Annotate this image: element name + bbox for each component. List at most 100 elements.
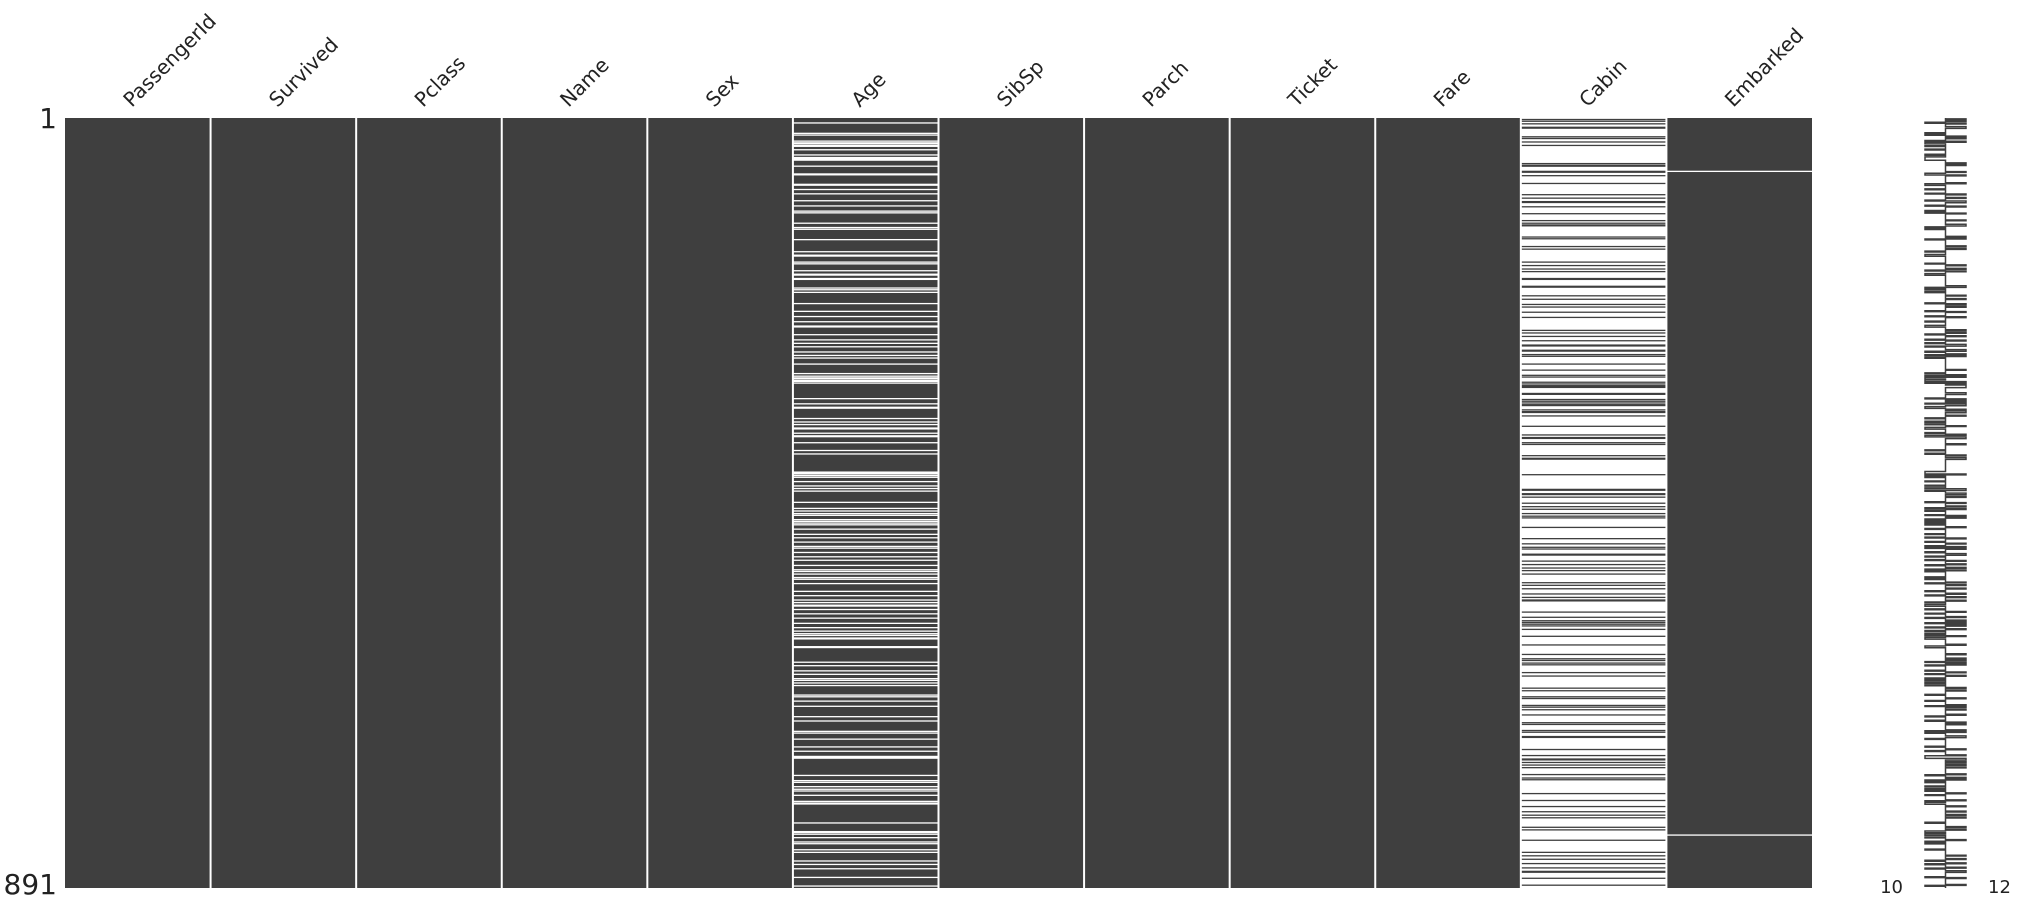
missing-row bbox=[792, 605, 939, 607]
present-row bbox=[1520, 400, 1667, 402]
row-label: 891 bbox=[4, 868, 57, 901]
present-row bbox=[1520, 182, 1667, 185]
missing-row bbox=[792, 380, 939, 383]
column-label: Sex bbox=[701, 69, 744, 112]
missing-row bbox=[792, 732, 939, 734]
missing-row bbox=[792, 646, 939, 648]
missing-row bbox=[792, 851, 939, 854]
missing-row bbox=[792, 578, 939, 580]
missing-row bbox=[792, 254, 939, 256]
missing-row bbox=[792, 646, 939, 649]
present-row bbox=[1520, 826, 1667, 828]
present-row bbox=[1520, 735, 1667, 738]
missing-row bbox=[792, 750, 939, 752]
present-row bbox=[1520, 593, 1667, 595]
missing-row bbox=[792, 570, 939, 573]
present-row bbox=[1520, 877, 1667, 879]
present-row bbox=[1520, 458, 1667, 460]
missing-row bbox=[792, 595, 939, 597]
missing-row bbox=[792, 407, 939, 409]
column-label: Survived bbox=[264, 32, 343, 111]
present-row bbox=[1520, 628, 1667, 631]
present-row bbox=[1520, 884, 1667, 886]
present-row bbox=[1520, 213, 1667, 215]
present-row bbox=[1520, 526, 1667, 529]
missing-row bbox=[792, 421, 939, 423]
present-row bbox=[1520, 662, 1667, 664]
present-row bbox=[1520, 687, 1667, 689]
present-row bbox=[1520, 488, 1667, 491]
missing-row bbox=[792, 158, 939, 160]
missing-row bbox=[792, 601, 939, 604]
present-row bbox=[1520, 136, 1667, 138]
present-row bbox=[1520, 141, 1667, 143]
missing-row bbox=[792, 802, 939, 804]
present-row bbox=[1520, 620, 1667, 622]
present-row bbox=[1520, 644, 1667, 646]
missing-row bbox=[792, 556, 939, 558]
present-row bbox=[1520, 560, 1667, 562]
present-row bbox=[1520, 799, 1667, 802]
present-row bbox=[1520, 374, 1667, 376]
column-fill bbox=[356, 118, 502, 888]
present-row bbox=[1520, 736, 1667, 739]
missing-row bbox=[792, 520, 939, 523]
present-row bbox=[1520, 871, 1667, 873]
missing-row bbox=[792, 507, 939, 510]
missing-row bbox=[792, 273, 939, 275]
present-row bbox=[1520, 393, 1667, 395]
present-row bbox=[1520, 425, 1667, 427]
present-row bbox=[1520, 270, 1667, 273]
missing-row bbox=[792, 849, 939, 851]
present-row bbox=[1520, 623, 1667, 625]
sparkline-label: 12 bbox=[1988, 877, 2011, 898]
missing-row bbox=[792, 354, 939, 357]
present-row bbox=[1520, 311, 1667, 313]
present-row bbox=[1520, 546, 1667, 548]
present-row bbox=[1520, 137, 1667, 140]
missing-row bbox=[792, 142, 939, 144]
present-row bbox=[1520, 754, 1667, 757]
missing-row bbox=[792, 436, 939, 438]
missing-row bbox=[792, 716, 939, 718]
missing-row bbox=[792, 134, 939, 136]
present-row bbox=[1520, 222, 1667, 224]
missing-row bbox=[792, 634, 939, 637]
missing-row bbox=[792, 302, 939, 305]
missing-row bbox=[792, 342, 939, 344]
present-row bbox=[1520, 805, 1667, 808]
present-row bbox=[1520, 779, 1667, 781]
present-row bbox=[1520, 225, 1667, 227]
present-row bbox=[1520, 404, 1667, 406]
present-row bbox=[1520, 434, 1667, 436]
present-row bbox=[1520, 306, 1667, 308]
missing-row bbox=[792, 453, 939, 455]
present-row bbox=[1520, 731, 1667, 733]
missing-row bbox=[792, 193, 939, 195]
present-row bbox=[1520, 165, 1667, 167]
present-row bbox=[1520, 171, 1667, 173]
missing-row bbox=[792, 334, 939, 336]
missing-row bbox=[792, 774, 939, 777]
present-row bbox=[1520, 696, 1667, 698]
present-row bbox=[1520, 127, 1667, 129]
missing-row bbox=[792, 226, 939, 229]
present-row bbox=[1520, 123, 1667, 125]
present-row bbox=[1520, 748, 1667, 751]
missing-row bbox=[792, 435, 939, 437]
missing-row bbox=[792, 678, 939, 680]
missing-row bbox=[792, 757, 939, 759]
missing-row bbox=[792, 573, 939, 575]
missing-row bbox=[792, 661, 939, 663]
present-row bbox=[1520, 573, 1667, 575]
row-label: 1 bbox=[39, 102, 57, 135]
present-row bbox=[1520, 621, 1667, 624]
missing-row bbox=[792, 837, 939, 839]
present-row bbox=[1520, 350, 1667, 352]
missing-row bbox=[792, 696, 939, 698]
missing-row bbox=[792, 403, 939, 405]
present-row bbox=[1520, 659, 1667, 662]
present-row bbox=[1520, 563, 1667, 566]
missing-row bbox=[792, 156, 939, 159]
